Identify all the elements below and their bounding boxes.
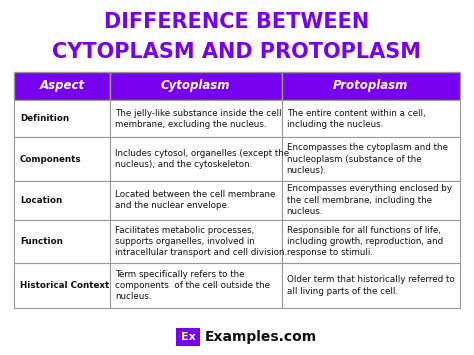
Bar bbox=[14, 100, 110, 137]
Bar bbox=[282, 100, 460, 137]
Bar bbox=[110, 263, 282, 308]
Bar bbox=[14, 72, 110, 100]
Text: Responsible for all functions of life,
including growth, reproduction, and
respo: Responsible for all functions of life, i… bbox=[287, 225, 443, 257]
Bar bbox=[282, 72, 460, 100]
Bar bbox=[14, 220, 110, 263]
Text: Term specifically refers to the
components  of the cell outside the
nucleus.: Term specifically refers to the componen… bbox=[115, 269, 270, 301]
Bar bbox=[282, 220, 460, 263]
Bar bbox=[282, 137, 460, 181]
Text: Protoplasm: Protoplasm bbox=[333, 80, 409, 93]
Bar bbox=[110, 220, 282, 263]
Text: Cytoplasm: Cytoplasm bbox=[161, 80, 230, 93]
Bar bbox=[110, 137, 282, 181]
Text: Includes cytosol, organelles (except the
nucleus), and the cytoskeleton.: Includes cytosol, organelles (except the… bbox=[115, 149, 289, 169]
Text: Components: Components bbox=[20, 154, 82, 164]
Text: Facilitates metabolic processes,
supports organelles, involved in
intracellular : Facilitates metabolic processes, support… bbox=[115, 225, 287, 257]
Text: Ex: Ex bbox=[181, 332, 195, 342]
Text: Location: Location bbox=[20, 196, 62, 205]
Text: Historical Context: Historical Context bbox=[20, 281, 109, 290]
Bar bbox=[14, 263, 110, 308]
Text: Located between the cell membrane
and the nuclear envelope.: Located between the cell membrane and th… bbox=[115, 190, 275, 211]
Text: The entire content within a cell,
including the nucleus.: The entire content within a cell, includ… bbox=[287, 109, 425, 129]
Bar bbox=[282, 263, 460, 308]
Text: Function: Function bbox=[20, 237, 63, 246]
Bar bbox=[110, 181, 282, 220]
FancyBboxPatch shape bbox=[176, 328, 200, 346]
Bar bbox=[110, 72, 282, 100]
Text: Encompasses everything enclosed by
the cell membrane, including the
nucleus.: Encompasses everything enclosed by the c… bbox=[287, 184, 452, 216]
Text: The jelly-like substance inside the cell
membrane, excluding the nucleus.: The jelly-like substance inside the cell… bbox=[115, 109, 282, 129]
Text: Examples.com: Examples.com bbox=[205, 330, 317, 344]
Text: CYTOPLASM AND PROTOPLASM: CYTOPLASM AND PROTOPLASM bbox=[53, 42, 421, 62]
Text: DIFFERENCE BETWEEN: DIFFERENCE BETWEEN bbox=[104, 12, 370, 32]
Bar bbox=[14, 137, 110, 181]
Bar bbox=[14, 181, 110, 220]
Text: Aspect: Aspect bbox=[39, 80, 84, 93]
Text: Encompasses the cytoplasm and the
nucleoplasm (substance of the
nucleus).: Encompasses the cytoplasm and the nucleo… bbox=[287, 143, 447, 175]
Text: Definition: Definition bbox=[20, 114, 69, 123]
Text: Older term that historically referred to
all living parts of the cell.: Older term that historically referred to… bbox=[287, 275, 455, 296]
Bar bbox=[110, 100, 282, 137]
Bar bbox=[282, 181, 460, 220]
